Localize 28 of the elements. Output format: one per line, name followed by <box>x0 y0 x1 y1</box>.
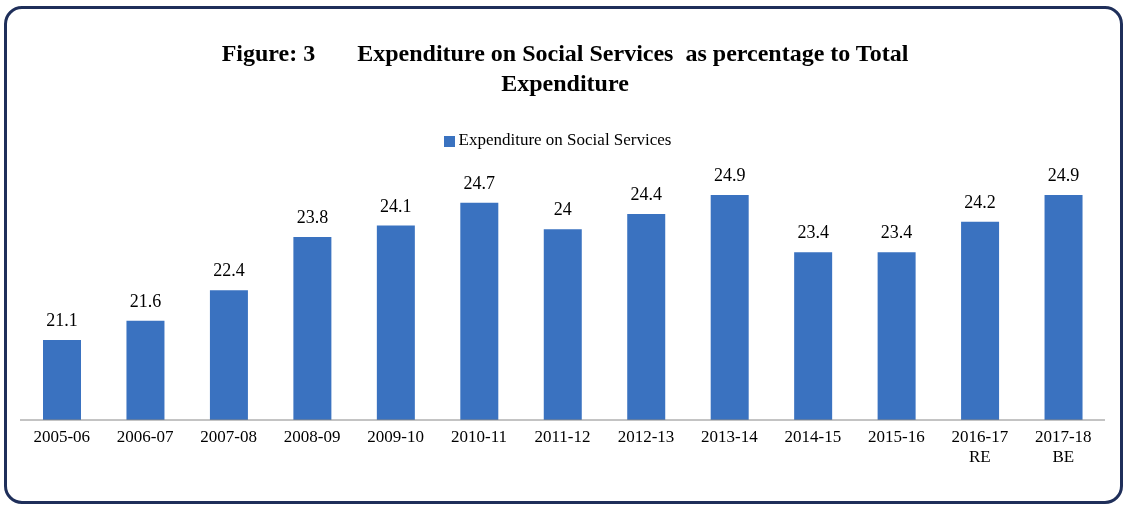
data-label: 24.1 <box>380 195 412 216</box>
legend-label: Expenditure on Social Services <box>458 130 672 149</box>
x-tick-label: 2009-10 <box>367 427 424 446</box>
x-tick-label: 2014-15 <box>784 427 842 446</box>
data-label: 22.4 <box>213 260 245 281</box>
data-label: 21.1 <box>46 309 78 330</box>
x-tick-label: 2006-07 <box>116 427 175 446</box>
data-label: 24 <box>553 199 572 220</box>
x-tick-label: 2005-06 <box>33 427 91 446</box>
data-label: 23.4 <box>797 222 829 243</box>
data-label: 24.7 <box>463 172 496 193</box>
chart-title: Figure: 3 Expenditure on Social Services as percentage to Total Expenditure <box>220 39 910 98</box>
data-label: 24.9 <box>713 165 746 185</box>
x-tick-label: 2012-13 <box>617 427 675 446</box>
data-label: 24.2 <box>964 191 996 212</box>
x-tick-label: 2013-14 <box>701 427 759 446</box>
x-tick-label: 2010-11 <box>451 427 508 446</box>
x-tick-label: 2007-08 <box>200 427 257 446</box>
data-label: 23.8 <box>296 206 329 227</box>
x-tick-label: 2015-16 <box>868 427 925 446</box>
x-tick-label: 2008-09 <box>283 427 341 446</box>
x-tick-label: 2011-12 <box>534 427 591 446</box>
data-label: 23.4 <box>880 222 913 243</box>
x-tick-label: 2016-17 RE <box>951 427 1009 466</box>
x-tick-label: 2017-18 BE <box>1034 427 1092 466</box>
data-label: 24.9 <box>1047 165 1080 185</box>
data-label: 21.6 <box>129 290 162 311</box>
data-label: 24.4 <box>630 184 662 205</box>
